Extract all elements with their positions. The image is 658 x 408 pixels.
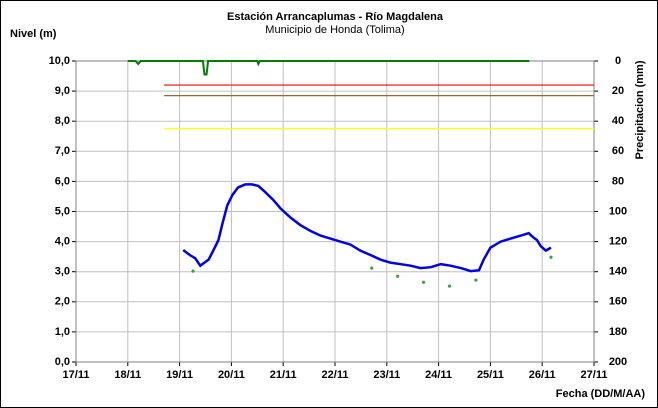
y2-tick-label: 80 (612, 175, 624, 187)
y2-tick-label: 0 (615, 55, 621, 67)
point (421, 280, 426, 284)
y-tick-label: 9,0 (55, 85, 70, 97)
y-tick-label: 1,0 (55, 326, 70, 338)
y-tick-label: 0,0 (55, 356, 70, 368)
y-tick-label: 8,0 (55, 115, 70, 127)
x-tick-label: 21/11 (270, 369, 297, 381)
x-tick-label: 17/11 (63, 369, 90, 381)
y-tick-label: 7,0 (55, 145, 70, 157)
x-tick-label: 26/11 (529, 369, 556, 381)
point (549, 255, 553, 259)
point (191, 269, 195, 273)
y2-tick-label: 180 (609, 326, 627, 338)
x-tick-label: 22/11 (322, 369, 349, 381)
point (370, 266, 374, 270)
y2-tick-label: 100 (609, 205, 627, 217)
x-tick-label: 24/11 (425, 369, 452, 381)
y2-tick-label: 60 (612, 145, 624, 157)
y2-tick-label: 140 (609, 266, 627, 278)
y-axis-label: Nivel (m) (10, 28, 57, 40)
y2-tick-label: 200 (609, 356, 627, 368)
chart-title: Estación Arrancaplumas - Río Magdalena (227, 11, 444, 23)
y2-tick-label: 160 (609, 296, 627, 308)
x-tick-label: 20/11 (218, 369, 245, 381)
x-tick-label: 27/11 (581, 369, 608, 381)
x-tick-label: 18/11 (114, 369, 141, 381)
y-tick-label: 10,0 (49, 55, 70, 67)
y-tick-label: 5,0 (55, 205, 70, 217)
x-axis-label: Fecha (DD/M/AA) (556, 388, 646, 400)
point (474, 278, 478, 282)
y-tick-label: 3,0 (55, 266, 70, 278)
point (447, 284, 452, 288)
series-line (182, 183, 552, 273)
y-tick-label: 2,0 (55, 296, 70, 308)
x-tick-label: 25/11 (477, 369, 504, 381)
chart-subtitle: Municipio de Honda (Tolima) (265, 24, 404, 36)
x-tick-label: 23/11 (373, 369, 400, 381)
y2-tick-label: 20 (612, 85, 624, 97)
point (396, 274, 400, 278)
y2-axis-label: Precipitacion (mm) (634, 60, 646, 159)
y2-tick-label: 120 (609, 236, 627, 248)
x-tick-label: 19/11 (166, 369, 193, 381)
y-tick-label: 6,0 (55, 175, 70, 187)
y2-tick-label: 40 (612, 115, 624, 127)
series-line (127, 60, 530, 76)
y-tick-label: 4,0 (55, 236, 70, 248)
